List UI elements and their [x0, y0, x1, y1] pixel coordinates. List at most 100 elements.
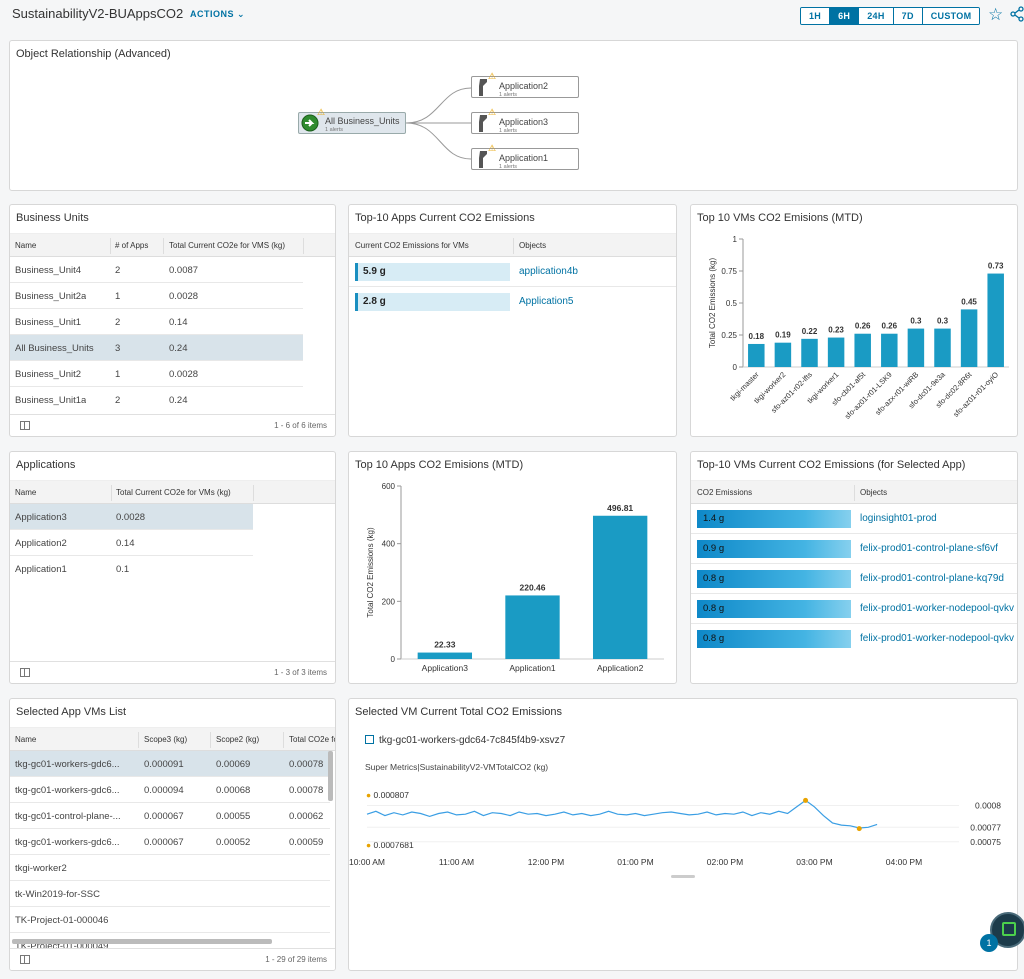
column-header-apps[interactable]: # of Apps: [115, 241, 149, 250]
table-row[interactable]: Business_Unit1 2 0.14: [10, 309, 303, 335]
table-row[interactable]: tkg-gc01-workers-gdc6... 0.000094 0.0006…: [10, 777, 330, 803]
node-all-business-units[interactable]: ⚠ All Business_Units 1 alerts: [298, 107, 406, 134]
cell-co2: 0.24: [169, 343, 188, 354]
column-header-objects[interactable]: Objects: [519, 241, 547, 250]
column-header-co2[interactable]: Total Current CO2e for VMS (kg): [169, 241, 286, 250]
cell-scope2: 0.00068: [216, 785, 251, 796]
column-header-emissions[interactable]: Current CO2 Emissions for VMs: [355, 241, 469, 250]
table-row[interactable]: tkg-gc01-control-plane-... 0.000067 0.00…: [10, 803, 330, 829]
table-row[interactable]: Business_Unit2a 1 0.0028: [10, 283, 303, 309]
object-link[interactable]: loginsight01-prod: [860, 513, 937, 524]
object-link[interactable]: felix-prod01-control-plane-kq79d: [860, 573, 1004, 584]
column-header-name[interactable]: Name: [15, 241, 37, 250]
node-application1[interactable]: ⚠ Application1 1 alerts: [471, 143, 579, 170]
column-header-co2[interactable]: Total Current CO2e for VMs (kg): [116, 488, 231, 497]
column-header-objects[interactable]: Objects: [860, 488, 888, 497]
object-link[interactable]: felix-prod01-worker-nodepool-qvkv: [860, 603, 1014, 614]
column-toggle-icon[interactable]: [20, 421, 30, 430]
list-item[interactable]: 2.8 g Application5: [349, 287, 676, 317]
vertical-scrollbar[interactable]: [328, 751, 333, 801]
bar-value-label: 220.46: [520, 582, 546, 592]
node-application2[interactable]: ⚠ Application2 1 alerts: [471, 71, 579, 98]
chart-resize-handle[interactable]: [671, 875, 695, 878]
node-application3[interactable]: ⚠ Application3 1 alerts: [471, 107, 579, 134]
vms-bar-chart: 0 0.25 0.5 0.75 1 Total CO2 Emissions (kg) 0.1…: [708, 235, 1009, 421]
object-link[interactable]: application4b: [519, 266, 578, 277]
node-name: Application2: [499, 81, 549, 91]
emission-value: 1.4 g: [703, 513, 725, 524]
y-tick-label: 0.25: [721, 331, 737, 340]
business-units-panel: Business Units Name # of Apps Total Curr…: [9, 204, 336, 437]
node-alerts: 1 alerts: [325, 127, 344, 133]
x-tick-label: 02:00 PM: [707, 857, 743, 867]
bar-value-label: 0.18: [749, 332, 765, 341]
time-range-6h[interactable]: 6H: [830, 8, 860, 24]
list-item[interactable]: 5.9 g application4b: [349, 257, 676, 287]
column-header-name[interactable]: Name: [15, 488, 37, 497]
table-row-selected[interactable]: Application3 0.0028: [10, 504, 253, 530]
list-item[interactable]: 0.9 g felix-prod01-control-plane-sf6vf: [691, 534, 1017, 564]
cell-name: tkg-gc01-workers-gdc6...: [15, 759, 120, 770]
list-item[interactable]: 0.8 g felix-prod01-worker-nodepool-qvkv: [691, 624, 1017, 654]
cell-apps: 2: [115, 395, 121, 406]
column-toggle-icon[interactable]: [20, 668, 30, 677]
object-link[interactable]: felix-prod01-worker-nodepool-qvkv: [860, 633, 1014, 644]
warning-icon: ⚠: [488, 71, 497, 81]
table-row[interactable]: tk-Win2019-for-SSC: [10, 881, 330, 907]
time-range-custom[interactable]: CUSTOM: [922, 8, 980, 24]
node-alerts: 1 alerts: [499, 128, 518, 134]
panel-title: Business Units: [16, 212, 89, 224]
time-range-1h[interactable]: 1H: [801, 8, 831, 24]
cell-co2: 0.0028: [116, 512, 146, 523]
bar-value-label: 0.3: [937, 317, 949, 326]
vm-icon: [365, 735, 374, 744]
object-link[interactable]: felix-prod01-control-plane-sf6vf: [860, 543, 998, 554]
bar-value-label: 0.26: [855, 322, 871, 331]
table-row-selected[interactable]: All Business_Units 3 0.24: [10, 335, 303, 361]
apps-bar-chart: 0 200 400 600 Total CO2 Emissions (kg) 22.33 A…: [366, 482, 664, 673]
top10-vms-selected-panel: Top-10 VMs Current CO2 Emissions (for Se…: [690, 451, 1018, 684]
column-header-emissions[interactable]: CO2 Emissions: [697, 488, 753, 497]
list-item[interactable]: 1.4 g loginsight01-prod: [691, 504, 1017, 534]
y-axis-label: Total CO2 Emissions (kg): [708, 258, 717, 349]
table-row[interactable]: Business_Unit2 1 0.0028: [10, 361, 303, 387]
cell-name: tkgi-worker2: [15, 863, 67, 874]
bar-value-label: 0.26: [882, 322, 898, 331]
table-row[interactable]: TK-Project-01-000049: [10, 933, 330, 949]
table-row-selected[interactable]: tkg-gc01-workers-gdc6... 0.000091 0.0006…: [10, 751, 330, 777]
column-toggle-icon[interactable]: [20, 955, 30, 964]
bar: [854, 333, 871, 367]
cell-scope3: 0.000067: [144, 837, 184, 848]
star-icon[interactable]: ☆: [988, 5, 1004, 24]
max-marker-icon: ●: [366, 790, 372, 800]
cell-name: tk-Win2019-for-SSC: [15, 889, 100, 900]
column-header-scope2[interactable]: Scope2 (kg): [216, 735, 260, 744]
share-icon[interactable]: [1010, 6, 1024, 25]
grid-footer: 1 - 29 of 29 items: [10, 948, 335, 970]
actions-menu[interactable]: ACTIONS ⌄: [190, 9, 245, 20]
table-row[interactable]: Business_Unit4 2 0.0087: [10, 257, 303, 283]
object-link[interactable]: Application5: [519, 296, 574, 307]
list-item[interactable]: 0.8 g felix-prod01-control-plane-kq79d: [691, 564, 1017, 594]
time-range-7d[interactable]: 7D: [893, 8, 923, 24]
table-row[interactable]: tkgi-worker2: [10, 855, 330, 881]
table-row[interactable]: tkg-gc01-workers-gdc6... 0.000067 0.0005…: [10, 829, 330, 855]
table-row[interactable]: Application2 0.14: [10, 530, 253, 556]
pagination-count: 1 - 6 of 6 items: [274, 421, 327, 430]
vm-name: tkg-gc01-workers-gdc64-7c845f4b9-xsvz7: [379, 735, 566, 746]
top10-vms-mtd-panel: Top 10 VMs CO2 Emisions (MTD) 0 0.25 0.5 0.…: [690, 204, 1018, 437]
column-header-scope3[interactable]: Scope3 (kg): [144, 735, 188, 744]
list-item[interactable]: 0.8 g felix-prod01-worker-nodepool-qvkv: [691, 594, 1017, 624]
horizontal-scrollbar[interactable]: [12, 939, 272, 944]
table-row[interactable]: Business_Unit1a 2 0.24: [10, 387, 303, 413]
vm-line-chart: 0.0008 0.00077 0.00075 10:00 AM 11:00 AM 12:0…: [349, 797, 1001, 867]
cell-apps: 2: [115, 317, 121, 328]
column-header-name[interactable]: Name: [15, 735, 37, 744]
cell-name: TK-Project-01-000046: [15, 915, 109, 926]
min-marker-icon: ●: [366, 840, 372, 850]
time-range-24h[interactable]: 24H: [859, 8, 894, 24]
table-row[interactable]: TK-Project-01-000046: [10, 907, 330, 933]
table-row[interactable]: Application1 0.1: [10, 556, 253, 582]
cell-scope3: 0.000094: [144, 785, 184, 796]
column-header-total[interactable]: Total CO2e fo: [289, 735, 336, 744]
